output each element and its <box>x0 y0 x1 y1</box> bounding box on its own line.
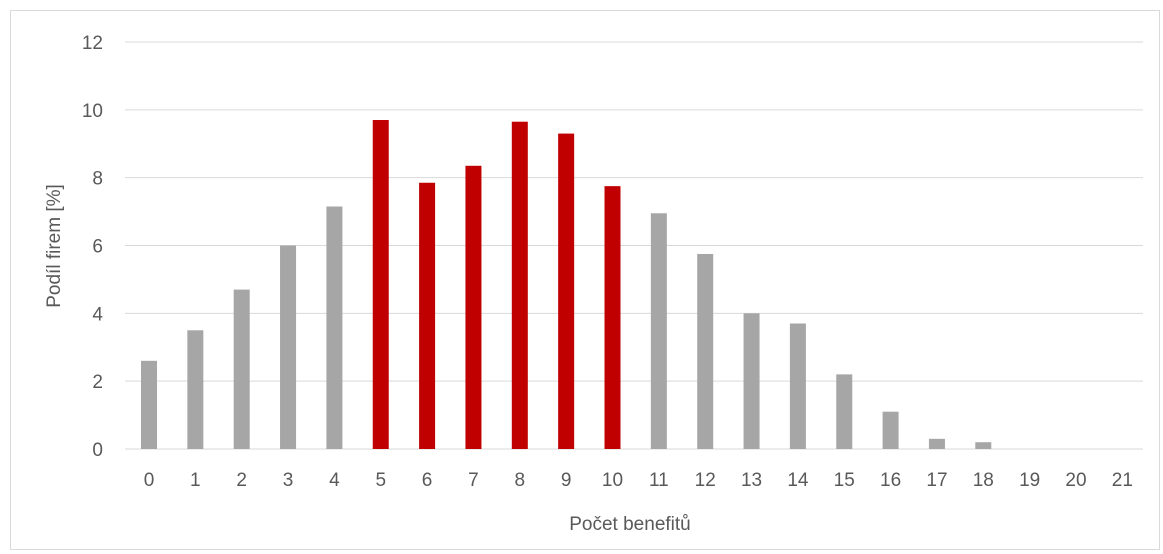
x-tick-label: 2 <box>236 470 247 491</box>
x-tick-labels: 0 1 2 3 4 5 6 7 8 9 10 11 12 13 14 15 16 17 18 19 20 21 <box>144 470 1133 491</box>
bar-7 <box>465 165 482 449</box>
x-tick-label: 18 <box>973 470 994 491</box>
bar-16 <box>882 411 899 449</box>
x-tick-label: 16 <box>880 470 901 491</box>
y-tick-label: 10 <box>82 101 103 122</box>
bar-1 <box>187 330 204 449</box>
bar-4 <box>326 206 343 449</box>
bar-0 <box>141 360 157 449</box>
x-tick-label: 21 <box>1112 470 1133 491</box>
bar-8 <box>511 121 528 450</box>
x-tick-label: 17 <box>926 470 947 491</box>
y-tick-label: 0 <box>92 440 103 461</box>
x-tick-label: 20 <box>1065 470 1086 491</box>
gridlines <box>125 41 1143 450</box>
x-tick-label: 0 <box>144 470 155 491</box>
x-axis-title: Počet benefitů <box>569 514 690 535</box>
x-tick-label: 6 <box>422 470 433 491</box>
y-tick-label: 6 <box>92 237 103 258</box>
x-tick-label: 3 <box>283 470 294 491</box>
y-tick-label: 4 <box>92 304 103 325</box>
y-tick-label: 8 <box>92 169 103 190</box>
x-tick-label: 8 <box>515 470 526 491</box>
bar-15 <box>836 374 853 449</box>
bar-14 <box>789 323 806 449</box>
y-axis-title: Podíl firem [%] <box>44 184 65 308</box>
x-tick-label: 7 <box>468 470 479 491</box>
x-tick-label: 10 <box>602 470 623 491</box>
x-tick-label: 1 <box>190 470 201 491</box>
y-tick-label: 2 <box>92 372 103 393</box>
bar-12 <box>697 253 714 449</box>
y-tick-labels: 0 2 4 6 8 10 12 <box>82 33 104 461</box>
bars <box>141 120 992 450</box>
bar-6 <box>419 182 436 450</box>
bar-10 <box>604 186 621 450</box>
x-tick-label: 14 <box>787 470 809 491</box>
bar-13 <box>743 313 760 449</box>
x-tick-label: 9 <box>561 470 572 491</box>
x-tick-label: 19 <box>1019 470 1040 491</box>
x-tick-label: 12 <box>695 470 716 491</box>
bar-2 <box>233 289 250 449</box>
bar-3 <box>280 245 297 449</box>
bar-11 <box>650 213 667 449</box>
y-tick-label: 12 <box>82 33 103 54</box>
x-tick-label: 13 <box>741 470 762 491</box>
bar-9 <box>558 133 575 449</box>
chart-frame <box>10 10 1160 550</box>
x-tick-label: 15 <box>834 470 855 491</box>
x-tick-label: 11 <box>649 470 669 491</box>
x-tick-label: 4 <box>329 470 340 491</box>
bar-5 <box>372 120 389 449</box>
bar-18 <box>975 442 992 449</box>
x-tick-label: 5 <box>375 470 386 491</box>
bar-17 <box>928 438 945 449</box>
